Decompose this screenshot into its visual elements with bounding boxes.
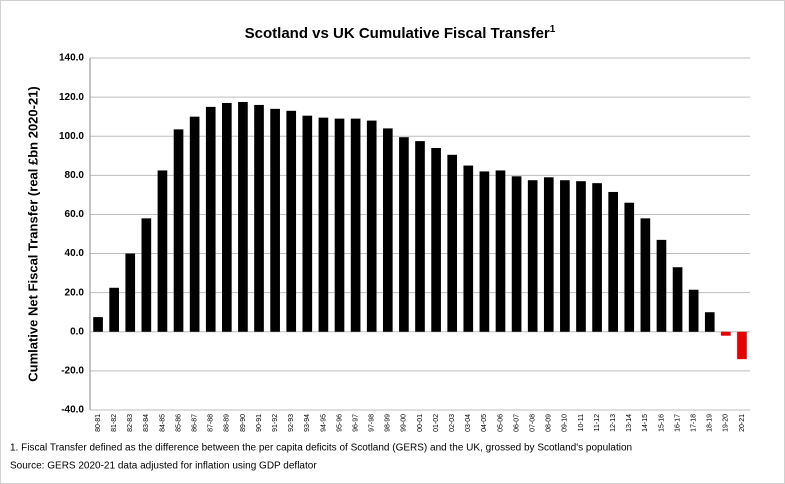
- x-tick-label: 84-85: [159, 414, 166, 432]
- bar: [463, 165, 474, 332]
- y-tick-label: -20.0: [61, 366, 84, 377]
- x-tick-label: 06-07: [513, 414, 520, 432]
- x-tick-label: 99-00: [401, 414, 408, 432]
- x-tick-label: 14-15: [642, 414, 649, 432]
- bar: [688, 289, 699, 332]
- bar: [366, 120, 377, 332]
- x-tick-label: 09-10: [562, 414, 569, 432]
- y-tick-label: 40.0: [65, 248, 85, 259]
- x-tick-label: 20-21: [739, 414, 746, 432]
- x-tick-label: 89-90: [240, 414, 247, 432]
- x-tick-label: 81-82: [111, 414, 118, 432]
- x-tick-label: 95-96: [336, 414, 343, 432]
- x-tick-label: 18-19: [707, 414, 714, 432]
- x-tick-label: 05-06: [497, 414, 504, 432]
- x-tick-label: 97-98: [369, 414, 376, 432]
- bar: [431, 147, 441, 332]
- bar: [479, 171, 490, 332]
- bar: [721, 331, 731, 336]
- x-tick-label: 83-84: [143, 414, 150, 432]
- bar: [189, 116, 200, 332]
- bar: [173, 129, 184, 332]
- bar: [704, 312, 715, 332]
- bar: [527, 180, 538, 332]
- y-tick-label: 0.0: [70, 326, 84, 337]
- bar: [205, 106, 216, 332]
- bar: [560, 180, 570, 332]
- y-tick-label: 140.0: [59, 53, 84, 64]
- x-tick-label: 17-18: [691, 414, 698, 432]
- bar: [576, 181, 586, 332]
- bar: [222, 102, 232, 332]
- bar: [624, 202, 635, 332]
- x-tick-label: 07-08: [530, 414, 537, 432]
- bar: [511, 176, 522, 332]
- title-text: Scotland vs UK Cumulative Fiscal Transfe…: [245, 25, 550, 42]
- x-tick-label: 87-88: [208, 414, 215, 432]
- bar: [447, 154, 458, 332]
- x-tick-label: 93-94: [304, 414, 311, 432]
- x-tick-label: 04-05: [481, 414, 488, 432]
- bar: [270, 108, 280, 332]
- bar: [141, 218, 152, 332]
- bar: [543, 177, 554, 332]
- bar: [592, 183, 602, 332]
- y-axis-label: Cumlative Net Fiscal Transfer (real £bn …: [25, 86, 40, 382]
- bar: [334, 118, 345, 332]
- bar: [157, 170, 168, 332]
- x-tick-label: 85-86: [175, 414, 182, 432]
- x-tick-label: 15-16: [658, 414, 665, 432]
- source-note: Source: GERS 2020-21 data adjusted for i…: [10, 461, 317, 472]
- bar: [109, 287, 119, 332]
- x-tick-label: 01-02: [433, 414, 440, 432]
- x-tick-label: 98-99: [385, 414, 392, 432]
- x-tick-label: 10-11: [578, 414, 585, 431]
- bar: [737, 331, 747, 360]
- bar: [302, 115, 313, 332]
- footnote: 1. Fiscal Transfer defined as the differ…: [10, 443, 632, 454]
- x-tick-label: 13-14: [626, 414, 633, 432]
- title-superscript: 1: [550, 24, 556, 35]
- x-tick-label: 82-83: [127, 414, 134, 432]
- x-tick-label: 90-91: [256, 414, 263, 432]
- y-tick-label: 60.0: [65, 209, 85, 220]
- bar: [415, 141, 425, 332]
- x-tick-label: 11-12: [594, 414, 601, 431]
- bar: [125, 253, 136, 332]
- y-tick-label: 120.0: [59, 92, 84, 103]
- chart-title: Scotland vs UK Cumulative Fiscal Transfe…: [245, 24, 556, 42]
- bar: [318, 117, 329, 332]
- x-tick-label: 00-01: [417, 414, 424, 432]
- bar: [672, 267, 683, 332]
- x-tick-label: 02-03: [449, 414, 456, 432]
- x-tick-label: 88-89: [224, 414, 231, 432]
- x-tick-label: 19-20: [723, 414, 730, 432]
- y-tick-label: 100.0: [59, 131, 84, 142]
- bar: [382, 128, 393, 332]
- x-tick-label: 96-97: [352, 414, 359, 432]
- x-tick-label: 91-92: [272, 414, 279, 432]
- bar: [399, 137, 409, 332]
- bar: [608, 191, 618, 332]
- x-tick-label: 03-04: [465, 414, 472, 432]
- y-tick-label: -40.0: [61, 405, 84, 416]
- bar: [495, 170, 506, 332]
- x-tick-label: 86-87: [191, 414, 198, 432]
- bar: [350, 118, 361, 332]
- x-tick-label: 92-93: [288, 414, 295, 432]
- bar: [640, 218, 651, 332]
- bar: [286, 110, 297, 332]
- x-tick-label: 12-13: [610, 414, 617, 432]
- bar: [254, 104, 264, 332]
- x-tick-label: 94-95: [320, 414, 327, 432]
- bar: [656, 239, 667, 332]
- x-tick-label: 08-09: [546, 414, 553, 432]
- x-tick-label: 80-81: [95, 414, 102, 432]
- y-tick-label: 20.0: [65, 287, 85, 298]
- bar: [238, 102, 248, 332]
- y-tick-label: 80.0: [65, 170, 85, 181]
- x-tick-label: 16-17: [674, 414, 681, 432]
- bar: [93, 317, 103, 332]
